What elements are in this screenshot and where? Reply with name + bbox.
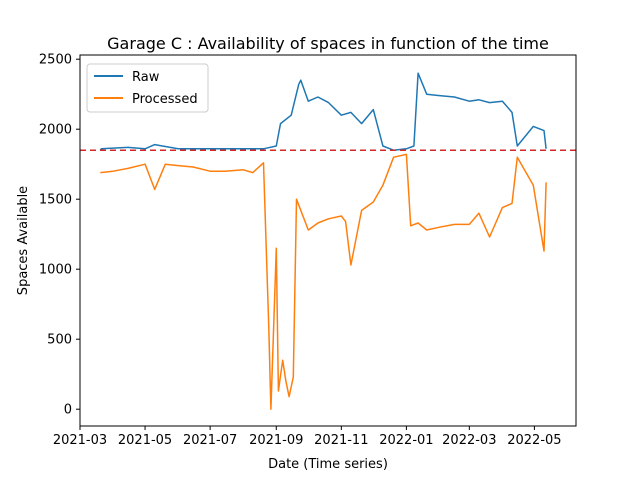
plot-content: [80, 72, 576, 410]
x-tick-label: 2021-11: [314, 433, 368, 448]
y-tick-label: 1000: [39, 263, 72, 278]
y-tick-label: 2000: [39, 123, 72, 138]
y-tick-label: 0: [64, 403, 72, 418]
x-axis-ticks: 2021-03 2021-05 2021-07 2021-09 2021-11 2022-…: [53, 426, 562, 448]
y-tick-label: 500: [47, 333, 72, 348]
x-tick-label: 2022-05: [507, 433, 561, 448]
x-tick-label: 2021-09: [249, 433, 303, 448]
legend-entry-raw: Raw: [132, 70, 160, 85]
axes-frame: [79, 54, 577, 427]
x-tick-label: 2022-01: [379, 433, 433, 448]
legend-entry-processed: Processed: [132, 92, 198, 107]
x-tick-label: 2021-03: [53, 433, 107, 448]
series-line-processed: [100, 153, 547, 410]
x-axis-label: Date (Time series): [268, 457, 388, 472]
chart-title: Garage C : Availability of spaces in fun…: [107, 34, 549, 53]
x-tick-label: 2022-03: [442, 433, 496, 448]
series-line-raw: [99, 72, 547, 151]
y-axis-ticks: 0 500 1000 1500 2000 2500: [39, 53, 80, 418]
legend: Raw Processed: [86, 63, 209, 113]
y-tick-label: 2500: [39, 53, 72, 68]
x-tick-label: 2021-07: [183, 433, 237, 448]
y-axis-label: Spaces Available: [16, 186, 31, 295]
x-tick-label: 2021-05: [118, 433, 172, 448]
y-tick-label: 1500: [39, 193, 72, 208]
